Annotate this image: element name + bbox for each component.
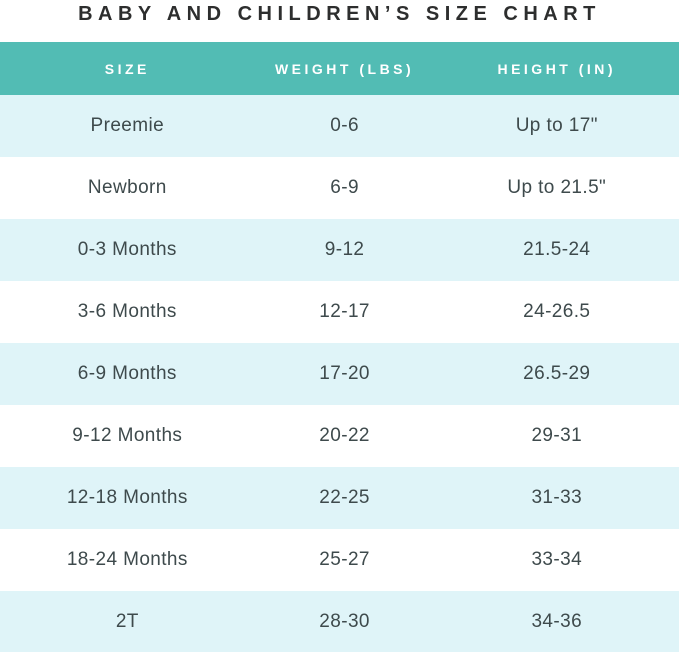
column-header-weight: WEIGHT (LBS) — [254, 42, 435, 95]
table-row: 12-18 Months 22-25 31-33 — [0, 467, 679, 529]
table-row: 9-12 Months 20-22 29-31 — [0, 405, 679, 467]
cell-size: 0-3 Months — [77, 239, 177, 260]
column-header-size: SIZE — [0, 42, 255, 95]
cell-size: Preemie — [90, 115, 165, 136]
table-header: SIZE WEIGHT (LBS) HEIGHT (IN) — [0, 42, 679, 95]
table-row: Newborn 6-9 Up to 21.5" — [0, 157, 679, 219]
size-chart-table: SIZE WEIGHT (LBS) HEIGHT (IN) Preemie 0-… — [0, 42, 679, 652]
cell-weight: 28-30 — [319, 611, 370, 632]
cell-height: 29-31 — [531, 425, 583, 446]
cell-weight: 6-9 — [330, 177, 359, 198]
cell-height: 26.5-29 — [523, 363, 591, 384]
cell-height: 33-34 — [531, 549, 583, 570]
cell-height: 21.5-24 — [523, 239, 591, 260]
cell-height: Up to 21.5" — [507, 177, 607, 198]
page-title: BABY AND CHILDREN’S SIZE CHART — [78, 3, 601, 25]
column-header-height: HEIGHT (IN) — [434, 42, 679, 95]
cell-weight: 17-20 — [319, 363, 370, 384]
cell-size: 18-24 Months — [66, 549, 188, 570]
cell-size: 3-6 Months — [77, 301, 177, 322]
cell-size: 12-18 Months — [66, 487, 188, 508]
cell-size: Newborn — [87, 177, 167, 198]
cell-size: 6-9 Months — [77, 363, 177, 384]
cell-size: 9-12 Months — [72, 425, 183, 446]
header-row: SIZE WEIGHT (LBS) HEIGHT (IN) — [0, 42, 679, 95]
table-row: Preemie 0-6 Up to 17" — [0, 95, 679, 157]
cell-weight: 12-17 — [319, 301, 370, 322]
cell-height: 24-26.5 — [523, 301, 591, 322]
cell-height: 34-36 — [531, 611, 583, 632]
cell-weight: 20-22 — [319, 425, 370, 446]
cell-size: 2T — [115, 611, 139, 632]
cell-weight: 0-6 — [330, 115, 359, 136]
cell-height: 31-33 — [531, 487, 583, 508]
cell-weight: 22-25 — [319, 487, 370, 508]
cell-height: Up to 17" — [515, 115, 598, 136]
table-row: 18-24 Months 25-27 33-34 — [0, 529, 679, 591]
table-row: 0-3 Months 9-12 21.5-24 — [0, 219, 679, 281]
cell-weight: 25-27 — [319, 549, 370, 570]
table-row: 3-6 Months 12-17 24-26.5 — [0, 281, 679, 343]
cell-weight: 9-12 — [324, 239, 365, 260]
table-body: Preemie 0-6 Up to 17" Newborn 6-9 Up to … — [0, 95, 679, 652]
table-row: 6-9 Months 17-20 26.5-29 — [0, 343, 679, 405]
table-row: 2T 28-30 34-36 — [0, 591, 679, 652]
